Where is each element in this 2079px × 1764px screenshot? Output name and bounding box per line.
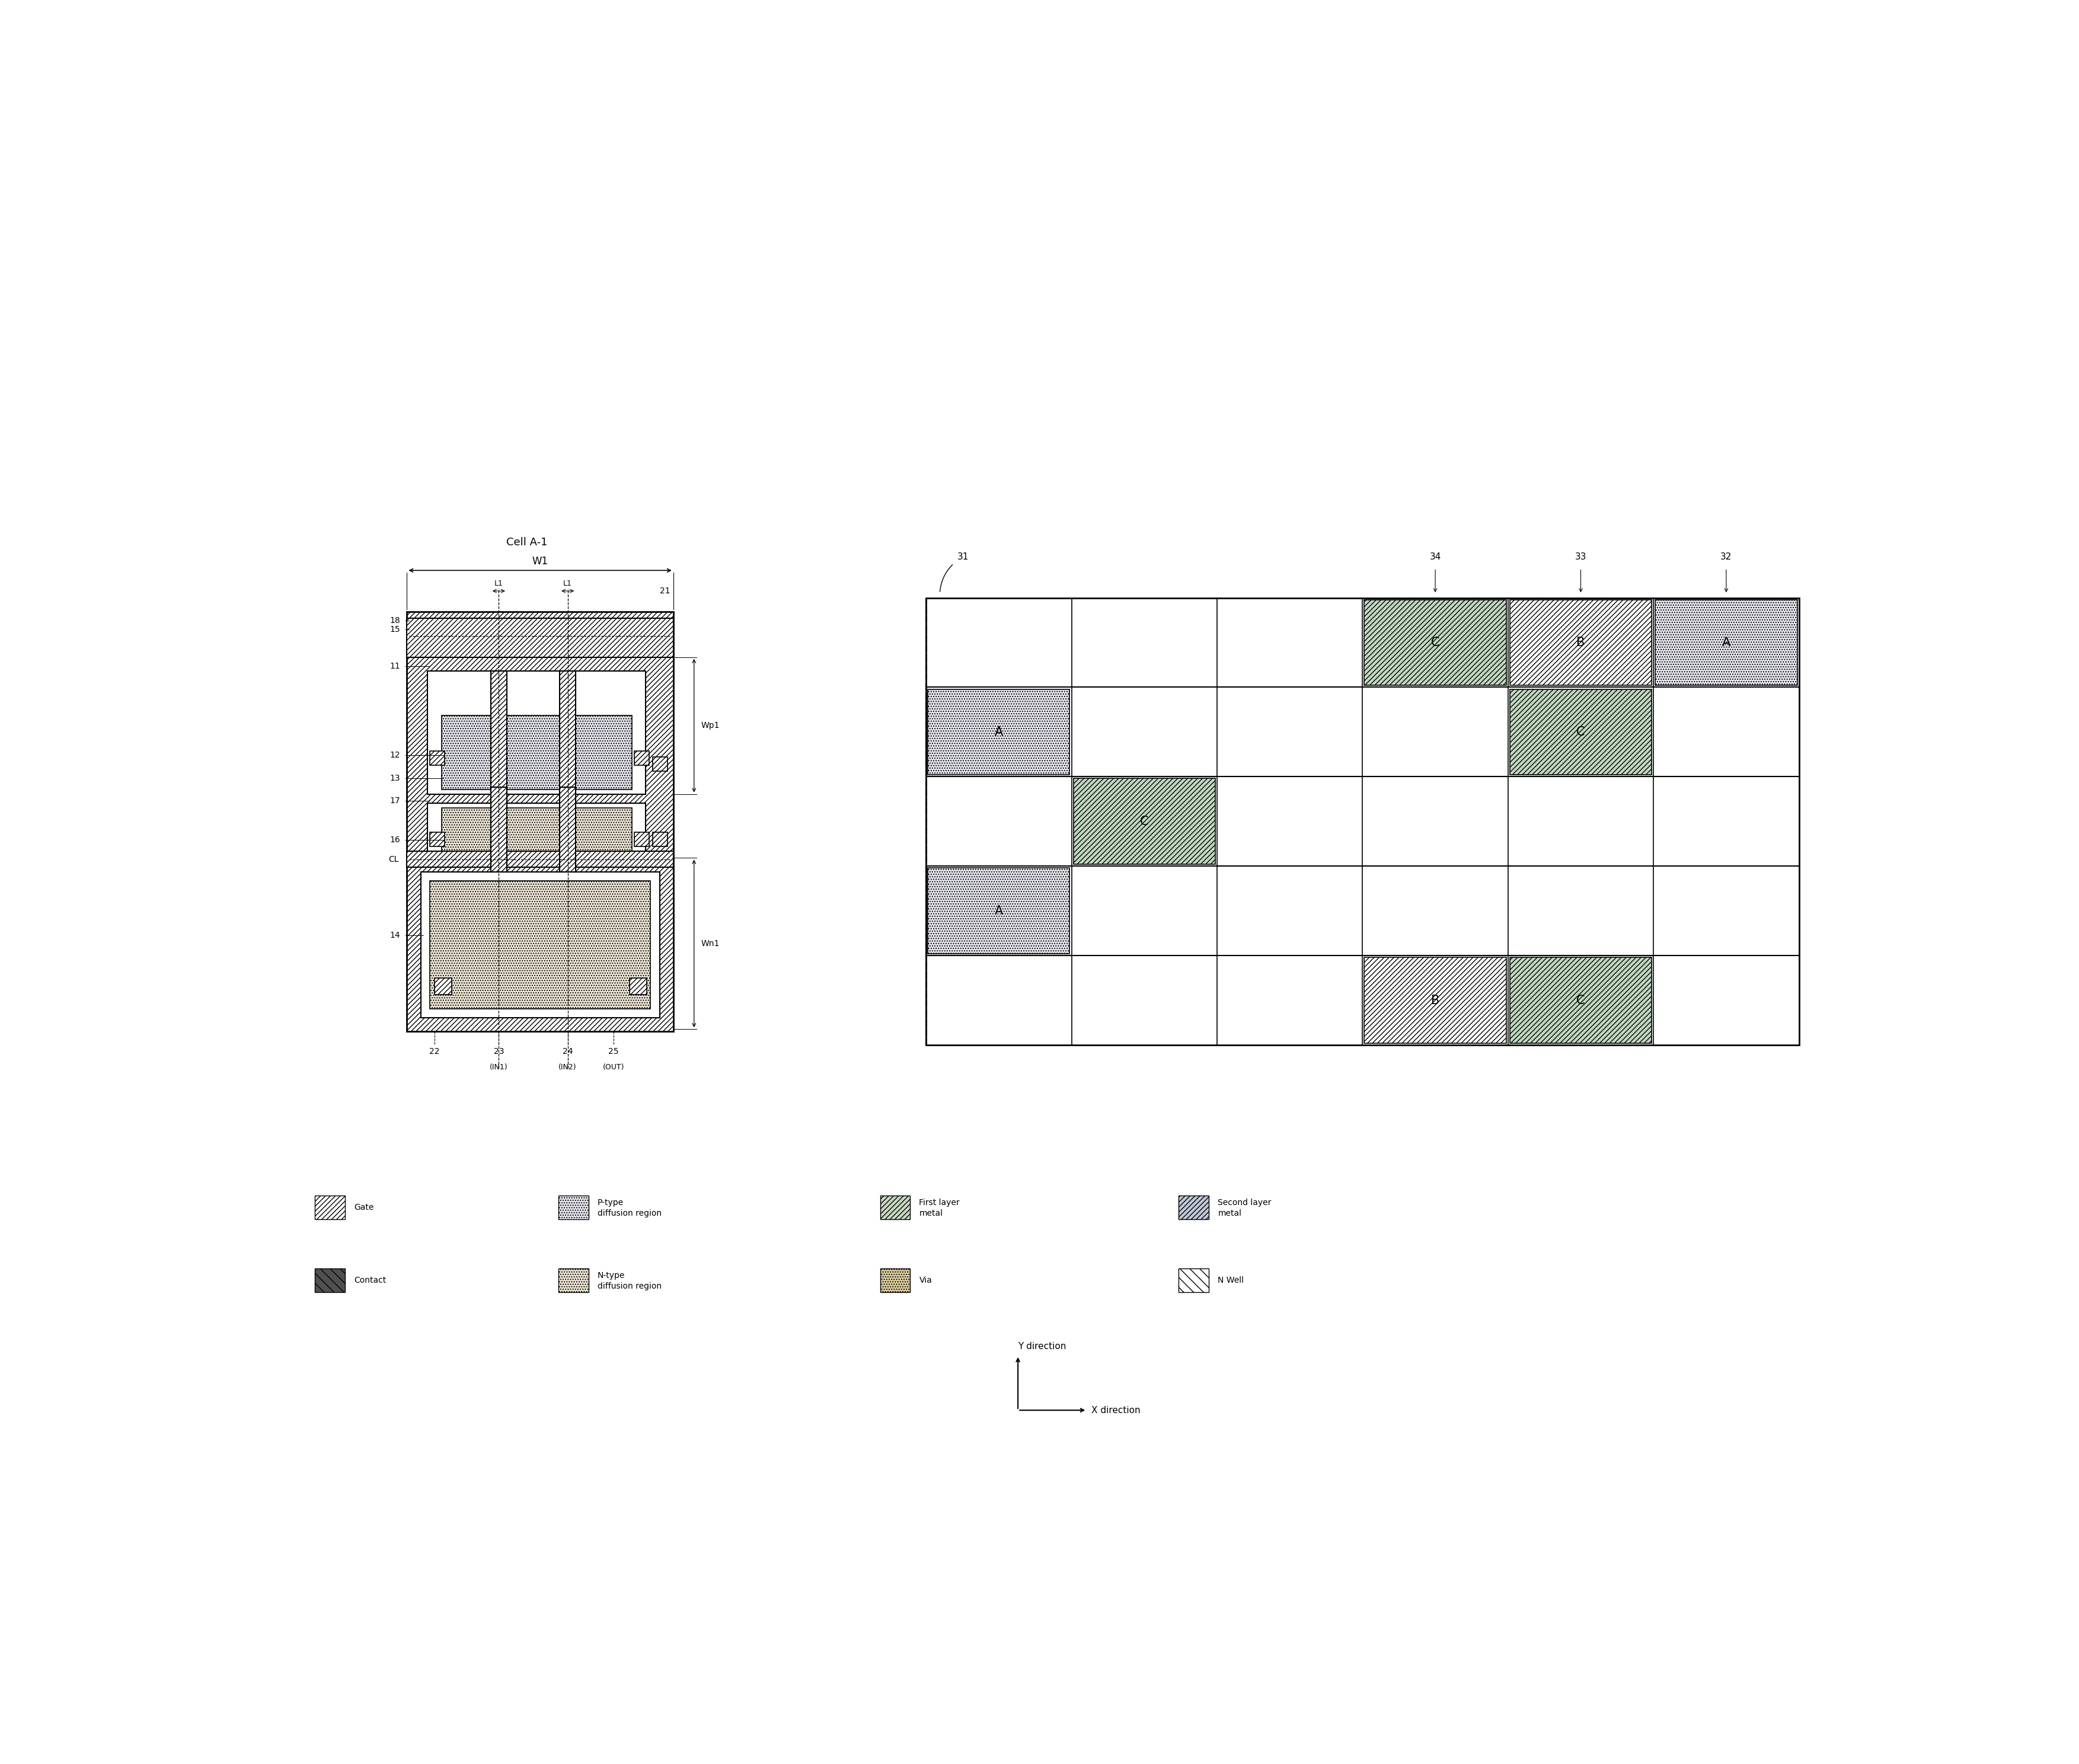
Bar bbox=[634, 751, 649, 766]
Text: C: C bbox=[1139, 815, 1148, 827]
Bar bbox=[491, 670, 507, 808]
Bar bbox=[1179, 1268, 1208, 1293]
Bar bbox=[879, 1268, 911, 1293]
Bar bbox=[1364, 600, 1505, 686]
Text: 12: 12 bbox=[389, 751, 399, 760]
Bar bbox=[430, 833, 445, 847]
Bar bbox=[559, 787, 576, 871]
Text: 11: 11 bbox=[389, 662, 399, 670]
Text: C: C bbox=[1430, 637, 1439, 649]
Text: 21: 21 bbox=[659, 587, 669, 594]
Text: B: B bbox=[1430, 995, 1439, 1005]
Bar bbox=[559, 1268, 588, 1293]
Text: Wp1: Wp1 bbox=[701, 721, 719, 730]
Text: 31: 31 bbox=[956, 552, 969, 561]
Bar bbox=[1364, 958, 1505, 1043]
Bar bbox=[1509, 600, 1651, 686]
Bar bbox=[435, 977, 451, 995]
Text: diffusion region: diffusion region bbox=[597, 1210, 661, 1217]
Text: 24: 24 bbox=[563, 1048, 574, 1055]
Text: 22: 22 bbox=[428, 1048, 439, 1055]
Bar bbox=[420, 871, 659, 1018]
Bar bbox=[407, 850, 674, 868]
Text: N Well: N Well bbox=[1218, 1277, 1243, 1284]
Text: Y direction: Y direction bbox=[1019, 1342, 1067, 1351]
Text: 16: 16 bbox=[389, 836, 399, 843]
Bar bbox=[441, 808, 632, 854]
Text: C: C bbox=[1576, 727, 1584, 737]
Bar bbox=[1509, 690, 1651, 774]
Bar bbox=[927, 868, 1071, 954]
Text: 14: 14 bbox=[389, 931, 399, 940]
Text: L1: L1 bbox=[495, 580, 503, 587]
Text: (OUT): (OUT) bbox=[603, 1064, 624, 1071]
Text: X direction: X direction bbox=[1091, 1406, 1141, 1415]
Bar bbox=[407, 612, 674, 1032]
Text: 15: 15 bbox=[389, 626, 399, 633]
Bar bbox=[925, 598, 1798, 1044]
Text: N-type: N-type bbox=[597, 1272, 626, 1281]
Bar bbox=[630, 977, 647, 995]
Bar bbox=[1655, 600, 1796, 686]
Text: (IN1): (IN1) bbox=[491, 1064, 507, 1071]
Text: 18: 18 bbox=[389, 616, 399, 624]
Text: 25: 25 bbox=[609, 1048, 620, 1055]
Bar bbox=[1073, 778, 1216, 864]
Bar bbox=[653, 833, 667, 847]
Text: diffusion region: diffusion region bbox=[597, 1282, 661, 1291]
Text: C: C bbox=[1576, 995, 1584, 1005]
Bar bbox=[634, 833, 649, 847]
Text: Cell A-1: Cell A-1 bbox=[505, 536, 547, 547]
Text: 32: 32 bbox=[1721, 552, 1732, 561]
Bar bbox=[316, 1268, 345, 1293]
Bar bbox=[653, 757, 667, 771]
Bar bbox=[428, 803, 647, 857]
Bar bbox=[407, 619, 674, 658]
Text: B: B bbox=[1576, 637, 1584, 649]
Bar bbox=[316, 1196, 345, 1219]
Text: Contact: Contact bbox=[353, 1277, 387, 1284]
Text: metal: metal bbox=[1218, 1210, 1241, 1217]
Text: 33: 33 bbox=[1576, 552, 1586, 561]
Text: Second layer: Second layer bbox=[1218, 1200, 1272, 1207]
Text: First layer: First layer bbox=[919, 1200, 960, 1207]
Text: 13: 13 bbox=[389, 774, 399, 781]
Text: 17: 17 bbox=[389, 797, 399, 804]
Text: P-type: P-type bbox=[597, 1200, 624, 1207]
Text: W1: W1 bbox=[532, 556, 549, 566]
Bar bbox=[428, 670, 647, 794]
Text: 34: 34 bbox=[1430, 552, 1441, 561]
Bar bbox=[1509, 958, 1651, 1043]
Text: Gate: Gate bbox=[353, 1203, 374, 1212]
Bar bbox=[879, 1196, 911, 1219]
Text: Via: Via bbox=[919, 1277, 931, 1284]
Text: CL: CL bbox=[389, 856, 399, 863]
Bar bbox=[441, 716, 632, 790]
Bar bbox=[430, 880, 651, 1009]
Bar bbox=[491, 787, 507, 871]
Bar bbox=[927, 690, 1071, 774]
Bar bbox=[559, 670, 576, 808]
Text: metal: metal bbox=[919, 1210, 944, 1217]
Bar bbox=[430, 751, 445, 766]
Bar bbox=[1179, 1196, 1208, 1219]
Text: (IN2): (IN2) bbox=[559, 1064, 576, 1071]
Text: A: A bbox=[994, 727, 1002, 737]
Text: 23: 23 bbox=[493, 1048, 503, 1055]
Bar bbox=[559, 1196, 588, 1219]
Text: Wn1: Wn1 bbox=[701, 940, 719, 947]
Text: A: A bbox=[1721, 637, 1730, 649]
Text: L1: L1 bbox=[563, 580, 572, 587]
Text: A: A bbox=[994, 905, 1002, 917]
